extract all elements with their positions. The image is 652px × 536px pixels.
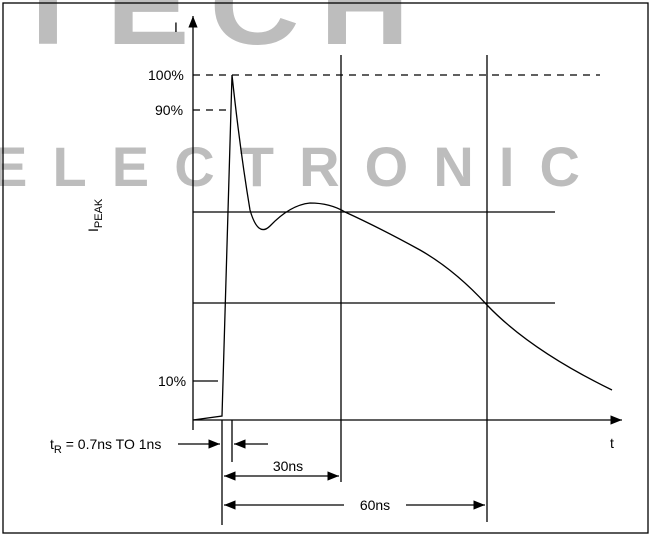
- watermark: ELECTRONIC: [0, 135, 580, 198]
- watermark: TECH: [10, 0, 430, 68]
- rise-rest: = 0.7ns TO 1ns: [62, 436, 162, 452]
- label-bg: [262, 458, 314, 474]
- interval-label: 30ns: [273, 458, 303, 474]
- level-label: 90%: [155, 102, 183, 118]
- label-bg: [344, 495, 406, 515]
- waveform: [192, 74, 613, 421]
- ipeak-label: IPEAK: [85, 198, 105, 232]
- y-axis-label: I: [174, 19, 178, 35]
- x-axis-label: t: [610, 435, 614, 451]
- ipeak-main: I: [85, 228, 101, 232]
- interval-label: 60ns: [360, 497, 390, 513]
- ipeak-sub: PEAK: [93, 198, 105, 228]
- level-label: 10%: [158, 373, 186, 389]
- level-label: 100%: [148, 67, 184, 83]
- rise-main: t: [50, 436, 54, 452]
- rise-time-label: tR = 0.7ns TO 1ns: [50, 436, 161, 456]
- rise-sub: R: [54, 444, 62, 456]
